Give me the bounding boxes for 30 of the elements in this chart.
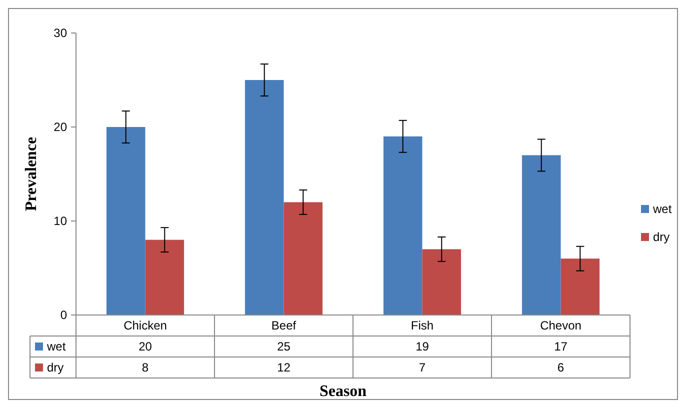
data-label: 25 <box>277 340 291 354</box>
x-tick-label: Fish <box>410 318 434 333</box>
bar <box>422 249 462 315</box>
x-tick-label: Beef <box>271 318 297 333</box>
y-tick-label: 10 <box>54 214 68 228</box>
x-axis-title: Season <box>319 383 367 400</box>
text: dry <box>47 360 64 375</box>
data-label: 6 <box>557 360 564 375</box>
bar <box>244 80 284 315</box>
legend-label: wet <box>46 340 66 354</box>
data-label: 8 <box>142 360 149 375</box>
y-tick-label: 0 <box>60 308 68 322</box>
x-tick-label: Chevon <box>540 318 582 333</box>
y-tick-label: 20 <box>54 120 68 134</box>
bar <box>106 127 146 315</box>
x-tick-label: Chicken <box>124 318 167 333</box>
data-label: 12 <box>277 360 291 375</box>
y-tick-label: 30 <box>54 26 68 40</box>
text: wet <box>653 202 672 216</box>
data-label: 7 <box>418 360 426 375</box>
bar <box>383 136 422 315</box>
data-label: 20 <box>138 340 152 354</box>
data-label: 17 <box>554 340 568 354</box>
legend-label: dry <box>653 230 670 244</box>
bar <box>522 155 561 315</box>
bar <box>284 202 323 315</box>
bar <box>145 240 184 315</box>
y-axis-title: Prevalence <box>23 136 40 212</box>
data-label: 19 <box>416 340 430 354</box>
bar <box>560 258 600 315</box>
